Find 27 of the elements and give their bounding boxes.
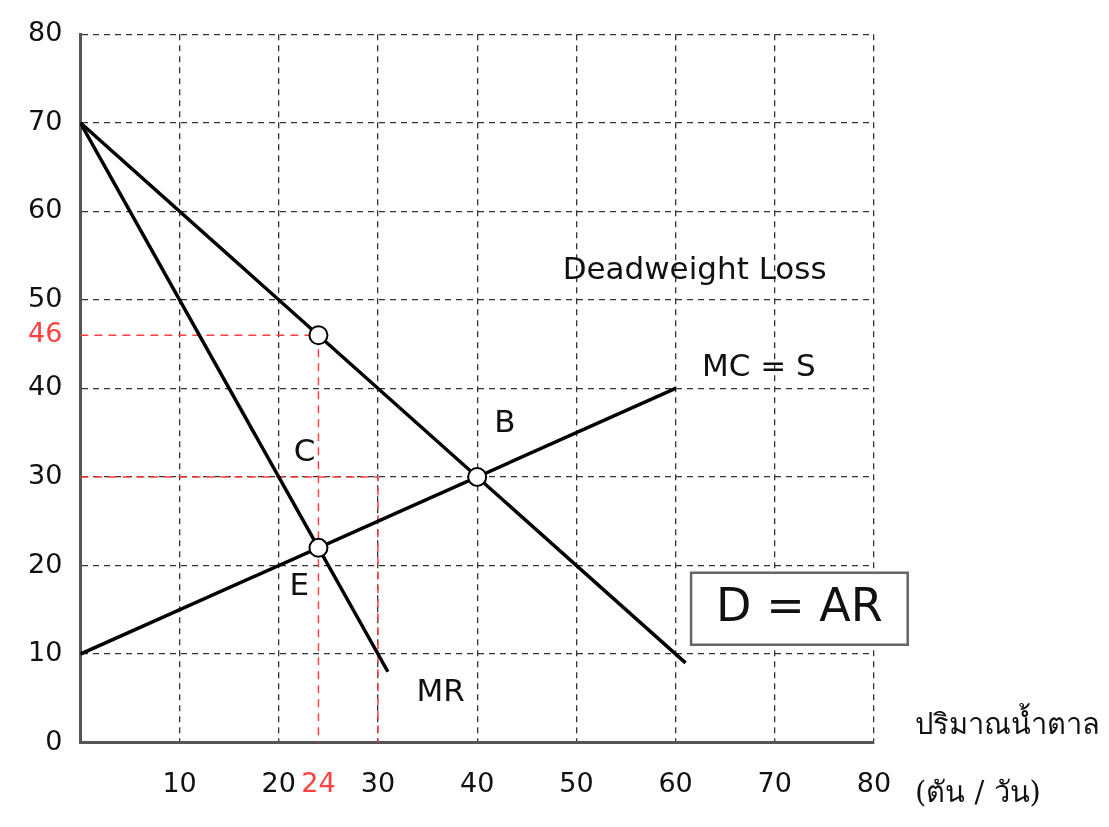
annotation: MC = S <box>702 346 816 383</box>
annotation: C <box>293 431 316 468</box>
y-tick-label: 20 <box>28 547 63 579</box>
y-tick-label: 0 <box>45 724 63 756</box>
y-tick-label: 80 <box>28 16 63 48</box>
x-tick-label: 60 <box>658 766 693 798</box>
x-tick-label: 40 <box>460 766 495 798</box>
y-tick-label: 50 <box>28 281 63 313</box>
x-tick-label: 10 <box>162 766 197 798</box>
x-axis-title: ปริมาณน้ำตาล (ตัน / วัน) <box>915 702 1101 811</box>
y-tick-label: 46 <box>28 317 63 349</box>
annotation: Deadweight Loss <box>562 249 827 286</box>
x-tick-label: 20 <box>261 766 296 798</box>
y-tick-label: 10 <box>28 636 63 668</box>
x-tick-label: 50 <box>559 766 594 798</box>
y-tick-label: 70 <box>28 104 63 136</box>
x-tick-label: 24 <box>301 766 336 798</box>
x-tick-label: 30 <box>360 766 396 798</box>
x-tick-label: 70 <box>757 766 792 798</box>
annotation: D = AR <box>716 577 883 632</box>
y-tick-label: 60 <box>28 193 63 225</box>
annotation: E <box>289 565 310 602</box>
y-tick-label: 30 <box>28 458 63 490</box>
y-tick-label: 40 <box>28 370 63 402</box>
annotation: MR <box>416 672 465 709</box>
annotation: B <box>494 402 516 439</box>
x-tick-label: 80 <box>856 766 892 798</box>
